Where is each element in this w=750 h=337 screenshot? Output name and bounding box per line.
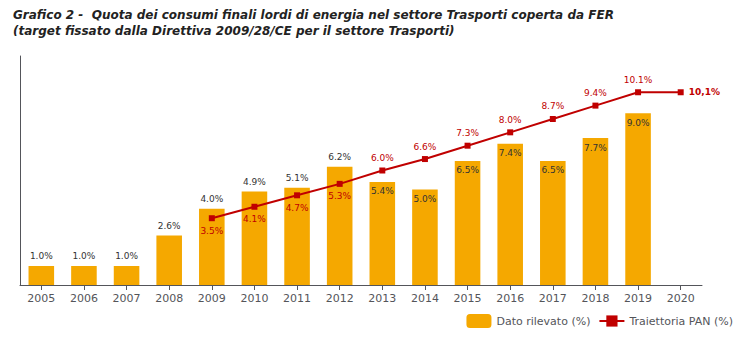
svg-text:2008: 2008	[155, 292, 183, 305]
svg-text:1.0%: 1.0%	[73, 251, 96, 261]
svg-text:2007: 2007	[113, 292, 141, 305]
svg-text:6.6%: 6.6%	[414, 142, 437, 152]
svg-text:5.4%: 5.4%	[371, 186, 394, 196]
svg-text:2020: 2020	[667, 292, 695, 305]
svg-text:2016: 2016	[496, 292, 524, 305]
svg-text:2017: 2017	[539, 292, 567, 305]
svg-text:Traiettoria PAN (%): Traiettoria PAN (%)	[628, 315, 733, 328]
svg-text:5.1%: 5.1%	[286, 173, 309, 183]
svg-text:6.5%: 6.5%	[541, 165, 564, 175]
svg-text:9.4%: 9.4%	[584, 88, 607, 98]
svg-text:4.7%: 4.7%	[286, 203, 309, 213]
svg-text:2011: 2011	[283, 292, 311, 305]
svg-text:2.6%: 2.6%	[158, 221, 181, 231]
svg-text:3.5%: 3.5%	[200, 226, 223, 236]
svg-text:5.0%: 5.0%	[414, 194, 437, 204]
svg-text:Grafico 2 - Quota dei consumi: Grafico 2 - Quota dei consumi finali lor…	[13, 8, 614, 22]
svg-text:7.4%: 7.4%	[499, 148, 522, 158]
svg-text:2010: 2010	[240, 292, 268, 305]
svg-text:7.3%: 7.3%	[456, 128, 479, 138]
svg-text:8.7%: 8.7%	[541, 101, 564, 111]
svg-text:1.0%: 1.0%	[115, 251, 138, 261]
svg-text:2014: 2014	[411, 292, 439, 305]
svg-text:6.2%: 6.2%	[328, 152, 351, 162]
svg-text:2009: 2009	[198, 292, 226, 305]
svg-text:Dato rilevato (%): Dato rilevato (%)	[496, 315, 590, 328]
svg-text:9.0%: 9.0%	[627, 118, 650, 128]
svg-text:1.0%: 1.0%	[30, 251, 53, 261]
svg-text:2019: 2019	[624, 292, 652, 305]
svg-text:2012: 2012	[326, 292, 354, 305]
svg-text:6.0%: 6.0%	[371, 153, 394, 163]
svg-text:(target fissato dalla Direttiv: (target fissato dalla Direttiva 2009/28/…	[13, 24, 455, 38]
svg-text:4.9%: 4.9%	[243, 177, 266, 187]
svg-text:6.5%: 6.5%	[456, 165, 479, 175]
svg-text:4.1%: 4.1%	[243, 214, 266, 224]
svg-text:10.1%: 10.1%	[624, 75, 653, 85]
svg-text:4.0%: 4.0%	[200, 194, 223, 204]
svg-text:10,1%: 10,1%	[689, 87, 720, 97]
svg-text:2013: 2013	[368, 292, 396, 305]
svg-text:2018: 2018	[581, 292, 609, 305]
svg-text:2015: 2015	[454, 292, 482, 305]
svg-text:2006: 2006	[70, 292, 98, 305]
svg-text:7.7%: 7.7%	[584, 143, 607, 153]
svg-text:8.0%: 8.0%	[499, 115, 522, 125]
svg-text:5.3%: 5.3%	[328, 191, 351, 201]
svg-text:2005: 2005	[27, 292, 55, 305]
